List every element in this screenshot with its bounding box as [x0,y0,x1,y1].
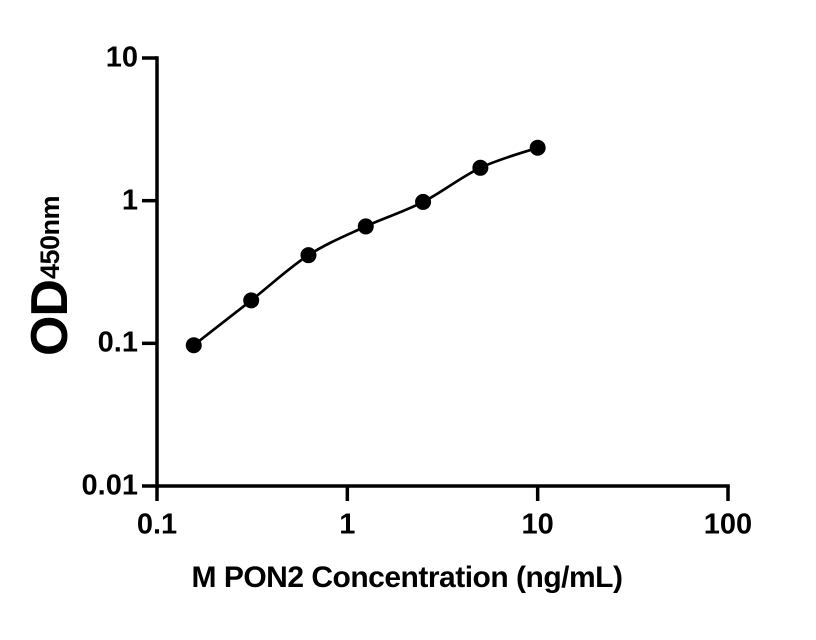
x-axis-title: M PON2 Concentration (ng/mL) [191,561,624,594]
fit-curve-path [192,146,539,347]
y-axis-title-subscript: 450nm [34,195,65,280]
data-points [185,139,546,354]
y-axis-title: OD 450nm [21,195,79,357]
y-tick-label: 10 [105,41,138,74]
y-tick-label: 1 [121,184,138,217]
data-point [300,247,317,264]
data-point [357,218,374,235]
y-tick-label: 0.01 [81,469,138,502]
fit-curve [192,146,539,347]
x-tick-label: 1 [339,508,356,541]
y-axis-title-main: OD [21,280,79,357]
data-point [185,337,202,354]
data-point [529,139,546,156]
data-point [415,193,432,210]
y-tick-label: 0.1 [97,326,138,359]
axes [155,56,730,488]
x-tick-label: 10 [521,508,554,541]
tick-marks [142,56,730,501]
x-tick-label: 100 [703,508,753,541]
data-point [243,292,260,309]
x-tick-label: 0.1 [136,508,178,541]
data-point [472,159,489,176]
axis-line [155,56,730,488]
